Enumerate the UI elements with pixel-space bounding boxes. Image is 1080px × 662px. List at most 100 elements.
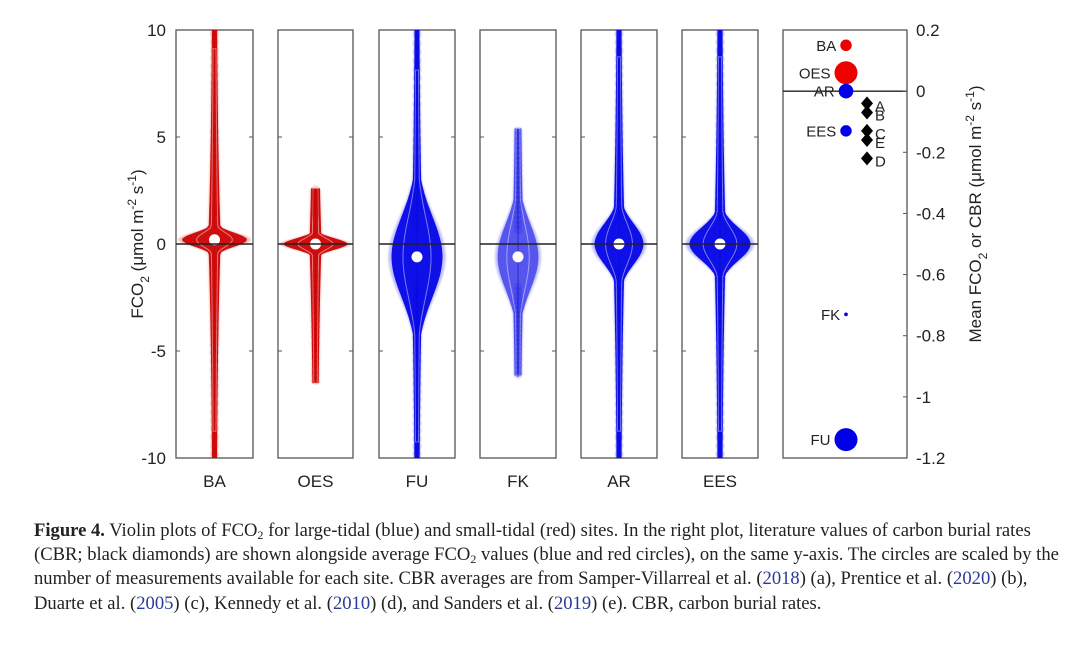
median-marker	[512, 251, 524, 263]
data-point	[715, 317, 725, 327]
data-point	[715, 375, 725, 385]
site-label-ar: AR	[814, 84, 835, 101]
site-label-fk: FK	[821, 307, 840, 324]
data-point	[412, 178, 422, 188]
data-point	[614, 29, 624, 39]
data-point	[614, 358, 624, 368]
data-point	[412, 125, 422, 135]
data-point	[210, 118, 219, 128]
data-point	[412, 143, 422, 153]
data-point	[210, 272, 219, 282]
data-point	[614, 268, 624, 278]
left-y-axis: 10 5 0 -5 -10	[141, 21, 166, 468]
data-point	[311, 365, 320, 375]
data-point	[614, 367, 624, 377]
caption-text: for large-tidal (blue) and small-tidal (…	[34, 520, 1031, 566]
data-point	[412, 372, 422, 382]
caption-text: Violin plots of FCO	[104, 520, 258, 541]
y-tick-label: 10	[147, 21, 166, 40]
violin-inner-contour	[702, 56, 738, 432]
data-point	[715, 325, 725, 335]
data-point	[715, 70, 725, 80]
data-point	[614, 325, 624, 335]
x-tick-label-ba: BA	[203, 472, 226, 491]
data-point	[614, 408, 624, 418]
data-point	[513, 369, 523, 379]
data-point	[210, 281, 219, 291]
data-point	[715, 293, 725, 302]
data-point	[311, 343, 320, 353]
data-point	[210, 298, 219, 308]
data-point	[311, 359, 320, 369]
data-point	[715, 37, 725, 47]
violin-inner-contour	[196, 48, 233, 432]
data-point	[715, 111, 725, 121]
data-point	[715, 391, 725, 401]
y-tick-label: -1	[916, 388, 931, 407]
data-point	[210, 37, 219, 47]
data-point	[513, 156, 523, 166]
violin-body	[283, 188, 348, 384]
y-tick-label: 0	[157, 235, 166, 254]
cbr-label-c: C	[875, 126, 886, 143]
right-y-axis-label: Mean FCO2 or CBR (μmol m-2 s-1)	[963, 86, 990, 343]
y-tick-label: 0	[916, 82, 925, 101]
caption-label: Figure 4.	[34, 520, 105, 541]
data-point	[210, 382, 219, 392]
site-mean-oes	[834, 61, 858, 85]
data-point	[513, 185, 523, 195]
data-point	[412, 38, 422, 48]
data-point	[311, 311, 320, 321]
data-point	[412, 47, 422, 57]
data-point	[715, 416, 725, 426]
data-point	[210, 206, 219, 216]
data-point	[412, 364, 422, 374]
violin-inner-contour	[297, 187, 334, 384]
data-point	[715, 128, 725, 138]
data-point	[715, 79, 725, 88]
y-tick-label: 0.2	[916, 21, 940, 40]
data-point	[614, 293, 624, 302]
data-point	[715, 334, 725, 344]
x-tick-label-ar: AR	[607, 472, 631, 491]
citation-link[interactable]: 2020	[953, 568, 991, 590]
citation-link[interactable]: 2019	[553, 592, 592, 614]
data-point	[715, 120, 725, 130]
data-point	[513, 309, 523, 319]
data-point	[311, 301, 320, 311]
data-point	[210, 45, 219, 55]
data-point	[715, 408, 725, 418]
data-point	[614, 79, 624, 88]
data-point	[614, 424, 624, 434]
violin-panels: BA OES FU FK AR EES	[175, 29, 759, 491]
caption-text: ) (c), Kennedy et al. (	[173, 592, 333, 614]
data-point	[715, 309, 725, 319]
data-point	[513, 291, 523, 301]
citation-link[interactable]: 2010	[332, 592, 371, 614]
data-point	[412, 426, 422, 436]
data-point	[513, 365, 523, 375]
data-point	[715, 153, 725, 163]
citation-link[interactable]: 2005	[136, 592, 174, 614]
data-point	[614, 120, 624, 130]
data-point	[715, 268, 725, 278]
cbr-diamond-d	[861, 151, 873, 166]
figure-caption: Figure 4. Violin plots of FCO2 for large…	[34, 519, 1074, 616]
data-point	[210, 77, 219, 87]
data-point	[614, 276, 624, 286]
cbr-label-b: B	[875, 108, 885, 125]
data-point	[210, 134, 219, 144]
violin-inner-contour	[604, 56, 634, 432]
data-point	[513, 200, 523, 210]
data-point	[210, 150, 219, 160]
data-point	[614, 350, 624, 360]
data-point	[513, 165, 523, 175]
citation-link[interactable]: 2018	[762, 568, 800, 590]
data-point	[210, 390, 219, 400]
data-point	[715, 46, 725, 56]
data-point	[210, 29, 219, 39]
data-point	[614, 441, 624, 451]
data-point	[513, 351, 523, 361]
data-point	[614, 375, 624, 385]
data-point	[715, 177, 725, 187]
